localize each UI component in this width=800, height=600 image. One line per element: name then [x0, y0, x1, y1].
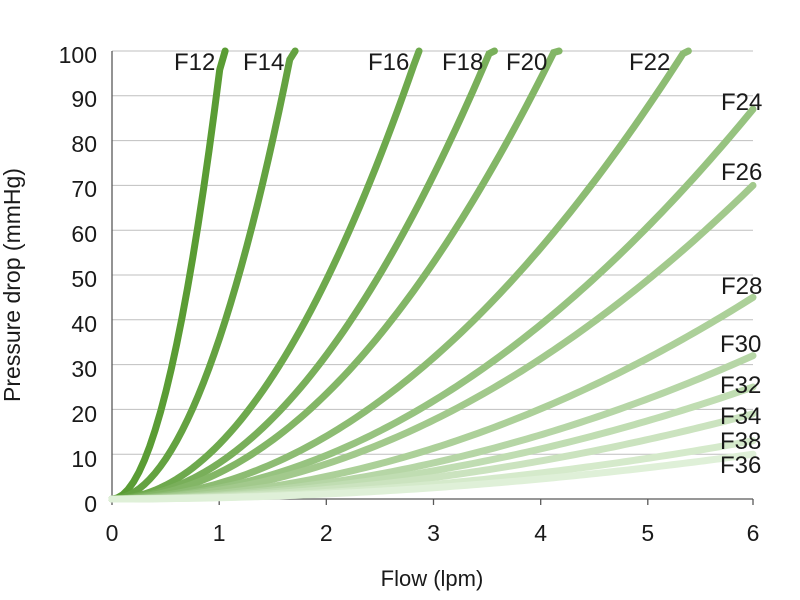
svg-text:F16: F16	[368, 49, 409, 76]
svg-text:F28: F28	[721, 273, 762, 300]
svg-text:F24: F24	[721, 89, 762, 116]
svg-text:F22: F22	[629, 49, 670, 76]
svg-text:3: 3	[427, 520, 440, 546]
svg-text:2: 2	[320, 520, 333, 546]
svg-text:F14: F14	[243, 49, 284, 76]
svg-text:F18: F18	[442, 49, 483, 76]
svg-text:1: 1	[213, 520, 226, 546]
svg-text:F26: F26	[721, 159, 762, 186]
svg-text:90: 90	[71, 86, 97, 112]
svg-text:60: 60	[71, 221, 97, 247]
svg-text:F38: F38	[720, 428, 761, 455]
svg-text:Pressure drop (mmHg): Pressure drop (mmHg)	[0, 168, 25, 402]
svg-text:30: 30	[71, 356, 97, 382]
svg-text:F34: F34	[720, 403, 761, 430]
svg-text:F30: F30	[720, 331, 761, 358]
svg-text:Flow (lpm): Flow (lpm)	[381, 566, 484, 591]
svg-text:5: 5	[641, 520, 654, 546]
svg-text:10: 10	[71, 446, 97, 472]
svg-text:F36: F36	[720, 452, 761, 479]
svg-text:0: 0	[106, 520, 119, 546]
svg-text:20: 20	[71, 401, 97, 427]
svg-text:F12: F12	[174, 49, 215, 76]
svg-text:F32: F32	[720, 372, 761, 399]
svg-text:100: 100	[59, 42, 97, 68]
svg-text:F20: F20	[506, 49, 547, 76]
svg-text:4: 4	[534, 520, 547, 546]
svg-text:50: 50	[71, 266, 97, 292]
svg-text:40: 40	[71, 311, 97, 337]
svg-text:0: 0	[84, 491, 97, 517]
svg-text:6: 6	[747, 520, 760, 546]
svg-text:80: 80	[71, 131, 97, 157]
svg-text:70: 70	[71, 176, 97, 202]
